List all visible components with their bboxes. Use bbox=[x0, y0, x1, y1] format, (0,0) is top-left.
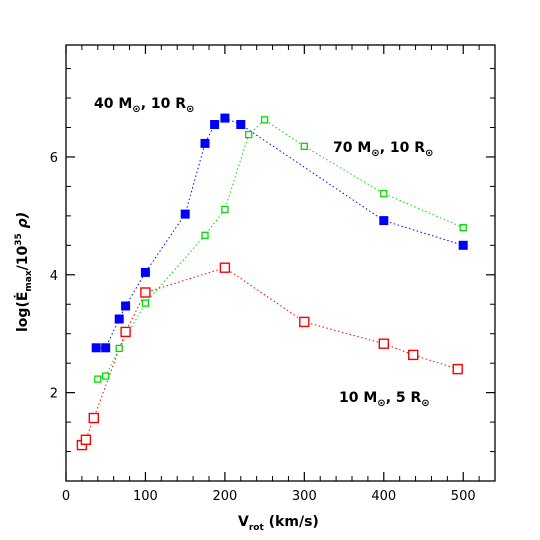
series-1-point bbox=[94, 375, 102, 383]
series-0-point bbox=[220, 113, 230, 123]
x-axis-title: Vrot (km/s) bbox=[238, 514, 319, 533]
series-points bbox=[76, 113, 468, 451]
series-1-point bbox=[245, 130, 253, 139]
series-label-10msun: 10 M⊙, 5 R⊙ bbox=[339, 390, 430, 409]
series-2-point bbox=[88, 412, 100, 424]
series-0-point bbox=[458, 240, 468, 250]
series-1-point bbox=[459, 223, 467, 232]
series-0-point bbox=[121, 301, 131, 311]
x-tick-label: 300 bbox=[292, 489, 317, 504]
y-tick-label: 2 bbox=[50, 387, 58, 402]
axis-ticks: 0 100 200 300 400 500 2 4 6 bbox=[50, 45, 496, 504]
series-0-point bbox=[379, 216, 389, 226]
series-1-point bbox=[102, 372, 110, 380]
series-0-point bbox=[140, 267, 150, 277]
series-1-point bbox=[380, 189, 388, 198]
series-0-point bbox=[101, 343, 111, 353]
series-1-point bbox=[141, 299, 150, 307]
series-2-point bbox=[80, 434, 92, 445]
series-2-point bbox=[219, 262, 231, 273]
series-0-point bbox=[200, 138, 210, 148]
series-2-point bbox=[299, 316, 310, 328]
series-0-point bbox=[180, 209, 190, 219]
series-2-point bbox=[452, 363, 463, 375]
series-1-point bbox=[115, 344, 123, 353]
series-line-2 bbox=[81, 267, 458, 446]
series-0-point bbox=[114, 314, 124, 324]
series-2-point bbox=[140, 287, 151, 298]
x-tick-label: 200 bbox=[212, 489, 237, 504]
series-2-point bbox=[378, 338, 389, 349]
series-2-point bbox=[408, 349, 419, 361]
x-tick-label: 0 bbox=[62, 489, 70, 504]
plot-frame bbox=[65, 44, 496, 482]
y-tick-label: 6 bbox=[50, 151, 58, 166]
series-label-70msun: 70 M⊙, 10 R⊙ bbox=[333, 140, 433, 159]
series-2-point bbox=[120, 326, 131, 338]
series-1-point bbox=[221, 205, 229, 214]
series-0-point bbox=[210, 120, 220, 129]
series-label-40msun: 40 M⊙, 10 R⊙ bbox=[94, 96, 194, 115]
y-tick-label: 4 bbox=[50, 269, 58, 284]
series-1-point bbox=[201, 231, 209, 239]
series-1-point bbox=[300, 142, 308, 150]
y-axis-title: log(Ėmax/1035 ρ) bbox=[14, 212, 34, 332]
series-1-point bbox=[260, 116, 269, 124]
x-tick-label: 500 bbox=[451, 489, 476, 504]
series-0-point bbox=[91, 343, 101, 353]
series-0-point bbox=[236, 120, 246, 129]
x-tick-label: 100 bbox=[133, 489, 158, 504]
series-line-1 bbox=[97, 119, 464, 380]
x-tick-label: 400 bbox=[371, 489, 396, 504]
series-line-0 bbox=[96, 117, 464, 349]
series-lines bbox=[81, 117, 464, 446]
